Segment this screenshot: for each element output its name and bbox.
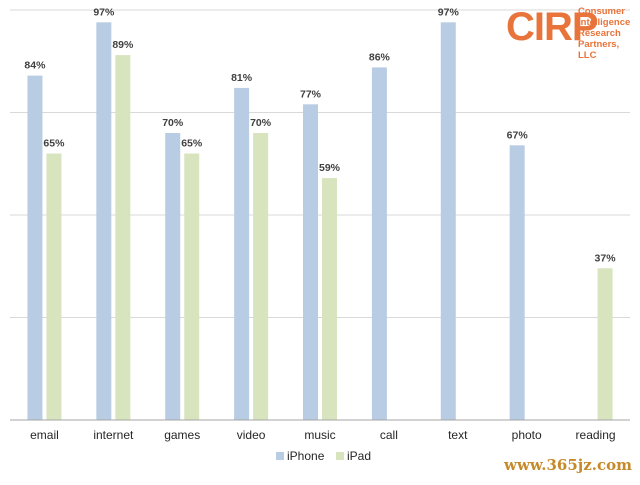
data-label-iphone-video: 81% bbox=[231, 72, 253, 84]
bar-iphone-games bbox=[165, 133, 181, 420]
x-tick-label-photo: photo bbox=[512, 428, 542, 442]
bar-ipad-video bbox=[253, 133, 269, 420]
cirp-logo: CIRP Consumer Intelligence Research Part… bbox=[506, 4, 638, 61]
data-label-iphone-games: 70% bbox=[162, 117, 184, 129]
bar-ipad-email bbox=[46, 153, 62, 420]
bar-iphone-internet bbox=[96, 22, 112, 421]
x-tick-label-games: games bbox=[164, 428, 200, 442]
data-label-iphone-email: 84% bbox=[24, 60, 46, 72]
logo-company-name: Consumer Intelligence Research Partners,… bbox=[578, 6, 631, 61]
bar-iphone-text bbox=[440, 22, 456, 421]
logo-mark: CIRP bbox=[506, 5, 599, 49]
data-label-ipad-music: 59% bbox=[319, 162, 341, 174]
bars bbox=[27, 22, 613, 421]
x-tick-label-call: call bbox=[380, 428, 398, 442]
legend-label-iphone: iPhone bbox=[287, 449, 325, 463]
data-label-ipad-video: 70% bbox=[250, 117, 272, 129]
data-label-ipad-email: 65% bbox=[43, 138, 65, 150]
bar-iphone-video bbox=[234, 87, 250, 421]
bar-ipad-music bbox=[322, 178, 337, 420]
legend-label-ipad: iPad bbox=[347, 449, 371, 463]
bar-iphone-email bbox=[27, 75, 43, 420]
x-tick-label-music: music bbox=[304, 428, 335, 442]
data-labels: 84% 65% 97% 89% 70% 65% 81% 70% 77% 59% 86% 97% 67% 3… bbox=[24, 6, 616, 264]
data-label-iphone-text: 97% bbox=[438, 6, 460, 18]
x-tick-label-video: video bbox=[237, 428, 266, 442]
data-label-iphone-photo: 67% bbox=[507, 129, 529, 141]
data-label-iphone-call: 86% bbox=[369, 51, 391, 63]
legend-swatch-iphone bbox=[276, 452, 284, 460]
legend-swatch-ipad bbox=[336, 452, 344, 460]
bar-iphone-call bbox=[371, 67, 387, 421]
x-tick-label-internet: internet bbox=[93, 428, 134, 442]
watermark: www.365jz.com bbox=[504, 456, 632, 474]
x-axis: email internet games video music call text phot… bbox=[10, 419, 630, 442]
x-tick-label-email: email bbox=[30, 428, 59, 442]
bar-ipad-games bbox=[184, 153, 200, 420]
data-label-iphone-music: 77% bbox=[300, 88, 322, 100]
data-label-ipad-internet: 89% bbox=[112, 39, 134, 51]
bar-iphone-photo bbox=[509, 145, 525, 421]
bar-ipad-reading bbox=[597, 268, 613, 420]
x-tick-label-reading: reading bbox=[576, 428, 616, 442]
bar-ipad-internet bbox=[115, 55, 131, 420]
data-label-ipad-reading: 37% bbox=[595, 252, 617, 264]
data-label-ipad-games: 65% bbox=[181, 138, 203, 150]
gridlines bbox=[10, 9, 630, 318]
x-tick-label-text: text bbox=[448, 428, 468, 442]
bar-iphone-music bbox=[303, 104, 318, 421]
legend: iPhone iPad bbox=[276, 449, 371, 463]
data-label-iphone-internet: 97% bbox=[93, 6, 115, 18]
